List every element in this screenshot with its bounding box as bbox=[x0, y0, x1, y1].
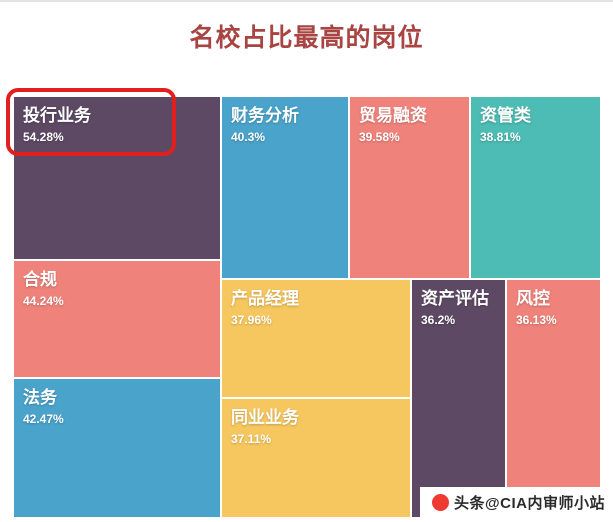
cell-label: 投行业务 bbox=[23, 106, 91, 125]
toutiao-logo-icon bbox=[432, 494, 450, 511]
cell-compliance: 合规 44.24% bbox=[14, 261, 220, 377]
cell-label: 资管类 bbox=[480, 106, 531, 125]
cell-asset-management: 资管类 38.81% bbox=[471, 97, 600, 278]
cell-interbank-business: 同业业务 37.11% bbox=[222, 399, 410, 517]
cell-investment-banking: 投行业务 54.28% bbox=[14, 97, 220, 259]
cell-asset-valuation: 资产评估 36.2% bbox=[412, 280, 505, 517]
cell-trade-finance: 贸易融资 39.58% bbox=[350, 97, 469, 278]
cell-label: 产品经理 bbox=[231, 289, 299, 308]
cell-label: 贸易融资 bbox=[359, 106, 427, 125]
cell-value: 54.28% bbox=[23, 130, 64, 145]
cell-label: 风控 bbox=[516, 289, 550, 308]
cell-label: 资产评估 bbox=[421, 289, 489, 308]
cell-value: 40.3% bbox=[231, 130, 266, 145]
cell-label: 法务 bbox=[23, 388, 57, 407]
cell-legal: 法务 42.47% bbox=[14, 379, 220, 517]
watermark-text: 头条@CIA内审师小站 bbox=[454, 495, 605, 512]
cell-risk-control: 风控 36.13% bbox=[507, 280, 600, 517]
cell-value: 42.47% bbox=[23, 412, 64, 427]
cell-value: 39.58% bbox=[359, 130, 400, 145]
cell-value: 37.11% bbox=[231, 432, 272, 447]
cell-financial-analysis: 财务分析 40.3% bbox=[222, 97, 348, 278]
watermark: 头条@CIA内审师小站 bbox=[420, 487, 613, 520]
page-title: 名校占比最高的岗位 bbox=[189, 24, 424, 52]
cell-value: 37.96% bbox=[231, 313, 272, 328]
cell-label: 合规 bbox=[23, 270, 57, 289]
cell-label: 财务分析 bbox=[231, 106, 299, 125]
cell-value: 36.13% bbox=[516, 313, 557, 328]
cell-value: 36.2% bbox=[421, 313, 456, 328]
cell-value: 38.81% bbox=[480, 130, 521, 145]
cell-product-manager: 产品经理 37.96% bbox=[222, 280, 410, 397]
cell-label: 同业业务 bbox=[231, 408, 299, 427]
cell-value: 44.24% bbox=[23, 294, 64, 309]
